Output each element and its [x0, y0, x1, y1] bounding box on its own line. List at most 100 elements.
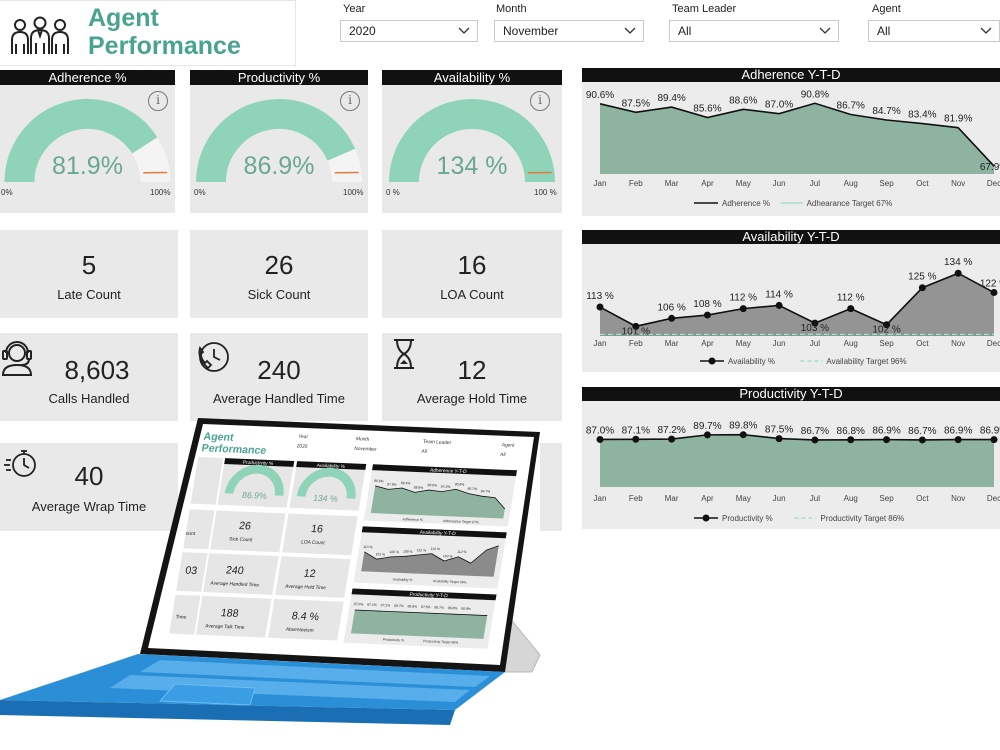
data-label: 112 % — [729, 293, 757, 304]
target-band — [600, 334, 994, 336]
data-label: 67.9% — [980, 162, 1000, 173]
info-icon[interactable]: i — [148, 91, 168, 111]
info-icon[interactable]: i — [530, 91, 550, 111]
team-leader-dropdown[interactable]: All — [669, 20, 839, 42]
productivity-ytd-plot: 87.0% 87.1% 87.2% 89.7% 89.8% 87.5% 86.7% 86.8%… — [586, 421, 1000, 523]
tablet-filter-value: 2020 — [296, 443, 308, 449]
tablet-filter-label: Agent — [501, 442, 515, 449]
data-point — [775, 301, 783, 309]
svg-text:112 %: 112 % — [457, 550, 467, 554]
data-point — [775, 435, 783, 443]
x-tick-label: Feb — [629, 179, 643, 188]
x-tick-label: May — [736, 339, 751, 348]
average-wrap-time-card: 40 Average Wrap Time — [0, 443, 178, 531]
x-tick-label: Oct — [916, 179, 929, 188]
data-point — [739, 305, 747, 313]
chart-title: Productivity Y-T-D — [582, 387, 1000, 401]
svg-text:103 %: 103 % — [443, 554, 453, 558]
tablet-kpi-value: 16 — [310, 523, 324, 535]
data-label: 87.1% — [622, 425, 650, 436]
average-hold-time-card: 12 Average Hold Time — [382, 333, 562, 421]
tablet-title-1: Agent — [203, 431, 235, 444]
svg-text:87.5%: 87.5% — [421, 605, 431, 609]
data-label: 87.2% — [657, 425, 685, 436]
kpi-value: 12 — [457, 355, 487, 385]
x-tick-label: Jun — [773, 339, 786, 348]
data-point — [703, 431, 711, 439]
svg-text:90.8%: 90.8% — [454, 482, 464, 486]
month-dropdown[interactable]: November — [494, 20, 644, 42]
svg-text:89.8%: 89.8% — [407, 604, 417, 608]
data-point — [739, 431, 747, 439]
year-dropdown[interactable]: 2020 — [340, 20, 478, 42]
series-area — [600, 434, 994, 487]
chevron-down-icon — [980, 27, 992, 34]
x-tick-label: Sep — [879, 339, 894, 348]
gauge-max-label: 100 % — [534, 188, 557, 197]
data-label: 89.7% — [693, 421, 721, 432]
partial-card — [540, 443, 562, 531]
agent-dropdown[interactable]: All — [868, 20, 1000, 42]
info-icon[interactable]: i — [340, 91, 360, 111]
tablet-gauge-title: Productivity % — [242, 460, 274, 467]
chart-title: Availability Y-T-D — [582, 230, 1000, 244]
legend-marker — [708, 357, 716, 365]
data-point — [883, 321, 891, 329]
data-label: 89.8% — [729, 421, 757, 432]
data-label: 122 % — [980, 279, 1000, 290]
gauge-fill — [196, 99, 356, 183]
chevron-down-icon — [458, 27, 470, 34]
series-area — [600, 273, 994, 336]
data-label: 112 % — [837, 293, 865, 304]
hourglass-icon — [394, 339, 414, 369]
kpi-value: 16 — [457, 250, 487, 280]
data-label: 86.9% — [872, 426, 900, 437]
tablet-kpi-label: Average Handled Time — [210, 580, 260, 588]
stopwatch-icon — [4, 450, 36, 477]
legend-label: Productivity % — [722, 514, 773, 523]
tablet-gauge-value: 86.9% — [241, 490, 267, 501]
data-point — [918, 284, 926, 292]
tablet-filter-value: All — [421, 449, 427, 455]
data-label: 88.6% — [729, 95, 757, 106]
svg-text:87.2%: 87.2% — [380, 603, 390, 607]
data-label: 86.9% — [944, 426, 972, 437]
svg-text:106 %: 106 % — [389, 550, 399, 554]
gauge-value: 81.9% — [52, 152, 123, 180]
tablet-kpi-partial: Time — [175, 614, 187, 620]
adherence-gauge — [4, 99, 171, 183]
tablet-chart-title: Availability Y-T-D — [419, 530, 456, 538]
month-filter-label: Month — [496, 3, 527, 15]
agent-filter-label: Agent — [872, 3, 901, 15]
svg-text:86.8%: 86.8% — [448, 606, 458, 610]
gauge-max-label: 100% — [150, 188, 171, 197]
data-point — [668, 314, 676, 322]
logo-panel — [0, 0, 296, 66]
svg-text:85.6%: 85.6% — [413, 485, 423, 489]
data-point — [632, 435, 640, 443]
series-line — [599, 102, 995, 167]
tablet-filter-value: November — [354, 446, 378, 453]
data-label: 86.9% — [980, 426, 1000, 437]
data-point — [990, 436, 998, 444]
x-tick-label: May — [736, 179, 751, 188]
data-label: 84.7% — [872, 106, 900, 117]
data-point — [883, 436, 891, 444]
data-label: 125 % — [908, 272, 936, 283]
data-label: 87.0% — [765, 100, 793, 111]
x-tick-label: Jan — [594, 179, 607, 188]
legend-label: Adhearance Target 67% — [807, 199, 893, 208]
tablet-device-image: Agent Performance Year 2020 Month Novemb… — [0, 418, 541, 725]
month-dropdown-value: November — [503, 24, 559, 38]
gauge-title: Availability % — [382, 70, 562, 85]
x-tick-label: Mar — [665, 179, 679, 188]
svg-text:84.7%: 84.7% — [480, 489, 490, 493]
tablet-productivity-labels: 87.0% 87.1% 87.2% 89.7% 89.8% 87.5% 86.7% 86.8%… — [353, 602, 471, 611]
x-tick-label: Jan — [594, 494, 607, 503]
availability-ytd-plot: 113 % 101 % 106 % 108 % 112 % 114 % 103 % 112 %… — [586, 257, 1000, 366]
tablet-chart-title: Adherence Y-T-D — [429, 468, 467, 476]
kpi-label: LOA Count — [440, 287, 504, 302]
svg-text:108 %: 108 % — [403, 549, 413, 553]
x-tick-label: Feb — [629, 339, 643, 348]
svg-text:101 %: 101 % — [375, 552, 385, 556]
